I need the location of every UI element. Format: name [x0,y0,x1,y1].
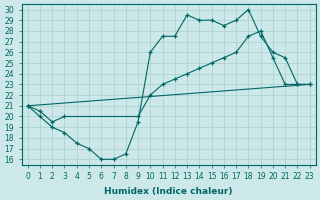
X-axis label: Humidex (Indice chaleur): Humidex (Indice chaleur) [104,187,233,196]
